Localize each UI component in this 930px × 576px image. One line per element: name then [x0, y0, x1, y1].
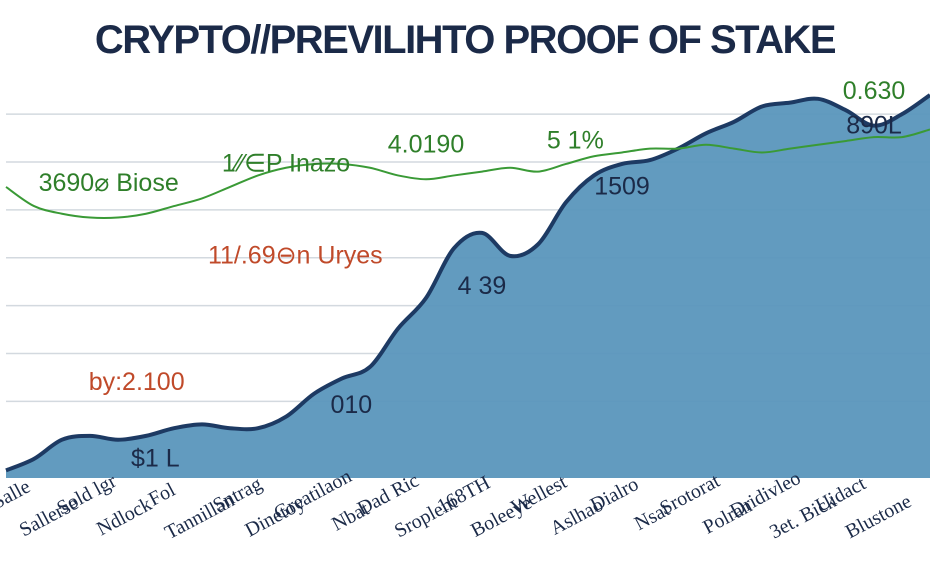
x-tick-label: Salle: [0, 476, 34, 514]
x-tick-label: Dialro: [587, 473, 642, 516]
trend-line: [5, 128, 930, 220]
data-label: 1⁄⁄∈P Inazo: [222, 150, 350, 178]
data-label: $1 L: [131, 445, 180, 473]
data-label: 4 39: [458, 272, 507, 300]
x-tick-label: Sntrag: [209, 473, 265, 517]
data-label: 4.0190: [388, 130, 464, 158]
x-tick-label: Uidact: [812, 472, 870, 517]
x-tick-label: Ndlock: [93, 493, 155, 540]
x-tick-label: 168TH: [433, 472, 493, 518]
chart-title: CRYPTO//PREVILIHTO PROOF OF STAKE: [94, 18, 837, 62]
area-fill: [6, 95, 930, 478]
data-label: 890L: [846, 111, 902, 139]
data-label: 0.630: [843, 77, 906, 105]
data-label: 1509: [594, 173, 650, 201]
data-label: 11/.69⊖n Uryes: [208, 242, 383, 270]
data-label: 3690⌀ Biose: [39, 169, 179, 197]
data-label: 5 1%: [547, 127, 604, 155]
data-label: 010: [330, 391, 372, 419]
data-label: by:2.100: [89, 368, 185, 396]
area-outline: [5, 93, 930, 473]
